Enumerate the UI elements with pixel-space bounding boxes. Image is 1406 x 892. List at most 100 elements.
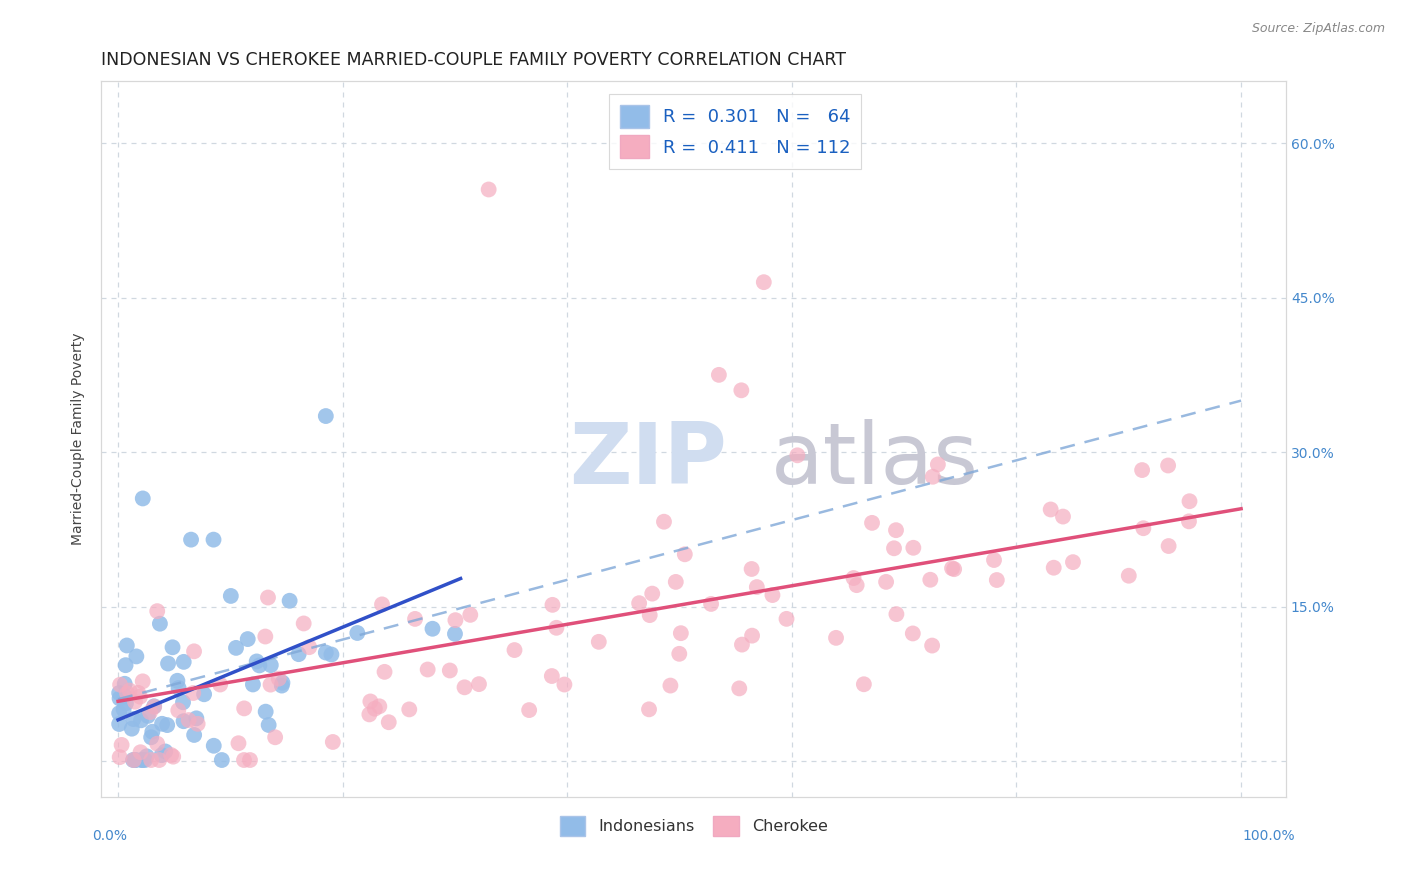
- Point: [122, 753, 145, 767]
- Point: [886, 607, 908, 621]
- Point: [669, 626, 692, 640]
- Point: [1157, 539, 1180, 553]
- Point: [112, 702, 135, 716]
- Point: [540, 669, 562, 683]
- Point: [315, 409, 337, 423]
- Point: [114, 677, 136, 691]
- Point: [845, 578, 868, 592]
- Point: [346, 626, 368, 640]
- Point: [246, 655, 269, 669]
- Point: [322, 735, 344, 749]
- Point: [121, 722, 143, 736]
- Point: [707, 368, 730, 382]
- Point: [875, 574, 897, 589]
- Point: [180, 533, 202, 547]
- Point: [541, 598, 564, 612]
- Point: [155, 744, 177, 758]
- Point: [1062, 555, 1084, 569]
- Point: [553, 677, 575, 691]
- Point: [416, 663, 439, 677]
- Legend: Indonesians, Cherokee: Indonesians, Cherokee: [553, 810, 834, 843]
- Point: [125, 753, 148, 767]
- Point: [444, 627, 467, 641]
- Y-axis label: Married-Couple Family Poverty: Married-Couple Family Poverty: [72, 333, 86, 546]
- Text: atlas: atlas: [770, 419, 979, 502]
- Point: [186, 711, 208, 725]
- Point: [359, 707, 381, 722]
- Point: [233, 701, 256, 715]
- Point: [166, 673, 188, 688]
- Point: [659, 679, 682, 693]
- Point: [786, 448, 808, 462]
- Point: [422, 622, 444, 636]
- Point: [202, 739, 225, 753]
- Point: [115, 639, 138, 653]
- Point: [377, 715, 399, 730]
- Text: INDONESIAN VS CHEROKEE MARRIED-COUPLE FAMILY POVERTY CORRELATION CHART: INDONESIAN VS CHEROKEE MARRIED-COUPLE FA…: [101, 51, 846, 69]
- Point: [115, 686, 138, 700]
- Point: [745, 580, 768, 594]
- Point: [202, 533, 225, 547]
- Point: [278, 593, 301, 607]
- Point: [139, 731, 162, 745]
- Point: [129, 745, 152, 759]
- Point: [775, 612, 797, 626]
- Point: [156, 718, 179, 732]
- Point: [986, 573, 1008, 587]
- Point: [641, 587, 664, 601]
- Point: [468, 677, 491, 691]
- Point: [628, 596, 651, 610]
- Point: [209, 677, 232, 691]
- Point: [903, 541, 925, 555]
- Point: [254, 630, 277, 644]
- Point: [1039, 502, 1062, 516]
- Text: 100.0%: 100.0%: [1243, 829, 1295, 843]
- Point: [638, 608, 661, 623]
- Point: [114, 658, 136, 673]
- Point: [260, 658, 283, 673]
- Point: [108, 750, 131, 764]
- Point: [927, 458, 949, 472]
- Text: 0.0%: 0.0%: [91, 829, 127, 843]
- Point: [108, 706, 131, 721]
- Point: [638, 702, 661, 716]
- Point: [143, 699, 166, 714]
- Point: [267, 672, 290, 686]
- Point: [368, 699, 391, 714]
- Point: [257, 718, 280, 732]
- Point: [108, 717, 131, 731]
- Point: [225, 640, 247, 655]
- Point: [1118, 568, 1140, 582]
- Point: [901, 626, 924, 640]
- Point: [139, 705, 162, 719]
- Point: [700, 597, 723, 611]
- Point: [315, 646, 337, 660]
- Point: [187, 716, 209, 731]
- Point: [149, 616, 172, 631]
- Point: [114, 689, 136, 703]
- Point: [157, 657, 180, 671]
- Point: [108, 691, 131, 706]
- Point: [173, 714, 195, 729]
- Point: [236, 632, 259, 646]
- Point: [131, 753, 153, 767]
- Point: [264, 731, 287, 745]
- Point: [211, 753, 233, 767]
- Point: [150, 716, 173, 731]
- Point: [141, 724, 163, 739]
- Point: [122, 753, 145, 767]
- Point: [118, 683, 141, 698]
- Point: [242, 677, 264, 691]
- Point: [852, 677, 875, 691]
- Point: [453, 681, 475, 695]
- Point: [292, 616, 315, 631]
- Point: [444, 613, 467, 627]
- Point: [921, 639, 943, 653]
- Point: [129, 713, 152, 727]
- Point: [458, 607, 481, 622]
- Point: [364, 701, 387, 715]
- Point: [517, 703, 540, 717]
- Point: [652, 515, 675, 529]
- Point: [287, 647, 309, 661]
- Text: Source: ZipAtlas.com: Source: ZipAtlas.com: [1251, 22, 1385, 36]
